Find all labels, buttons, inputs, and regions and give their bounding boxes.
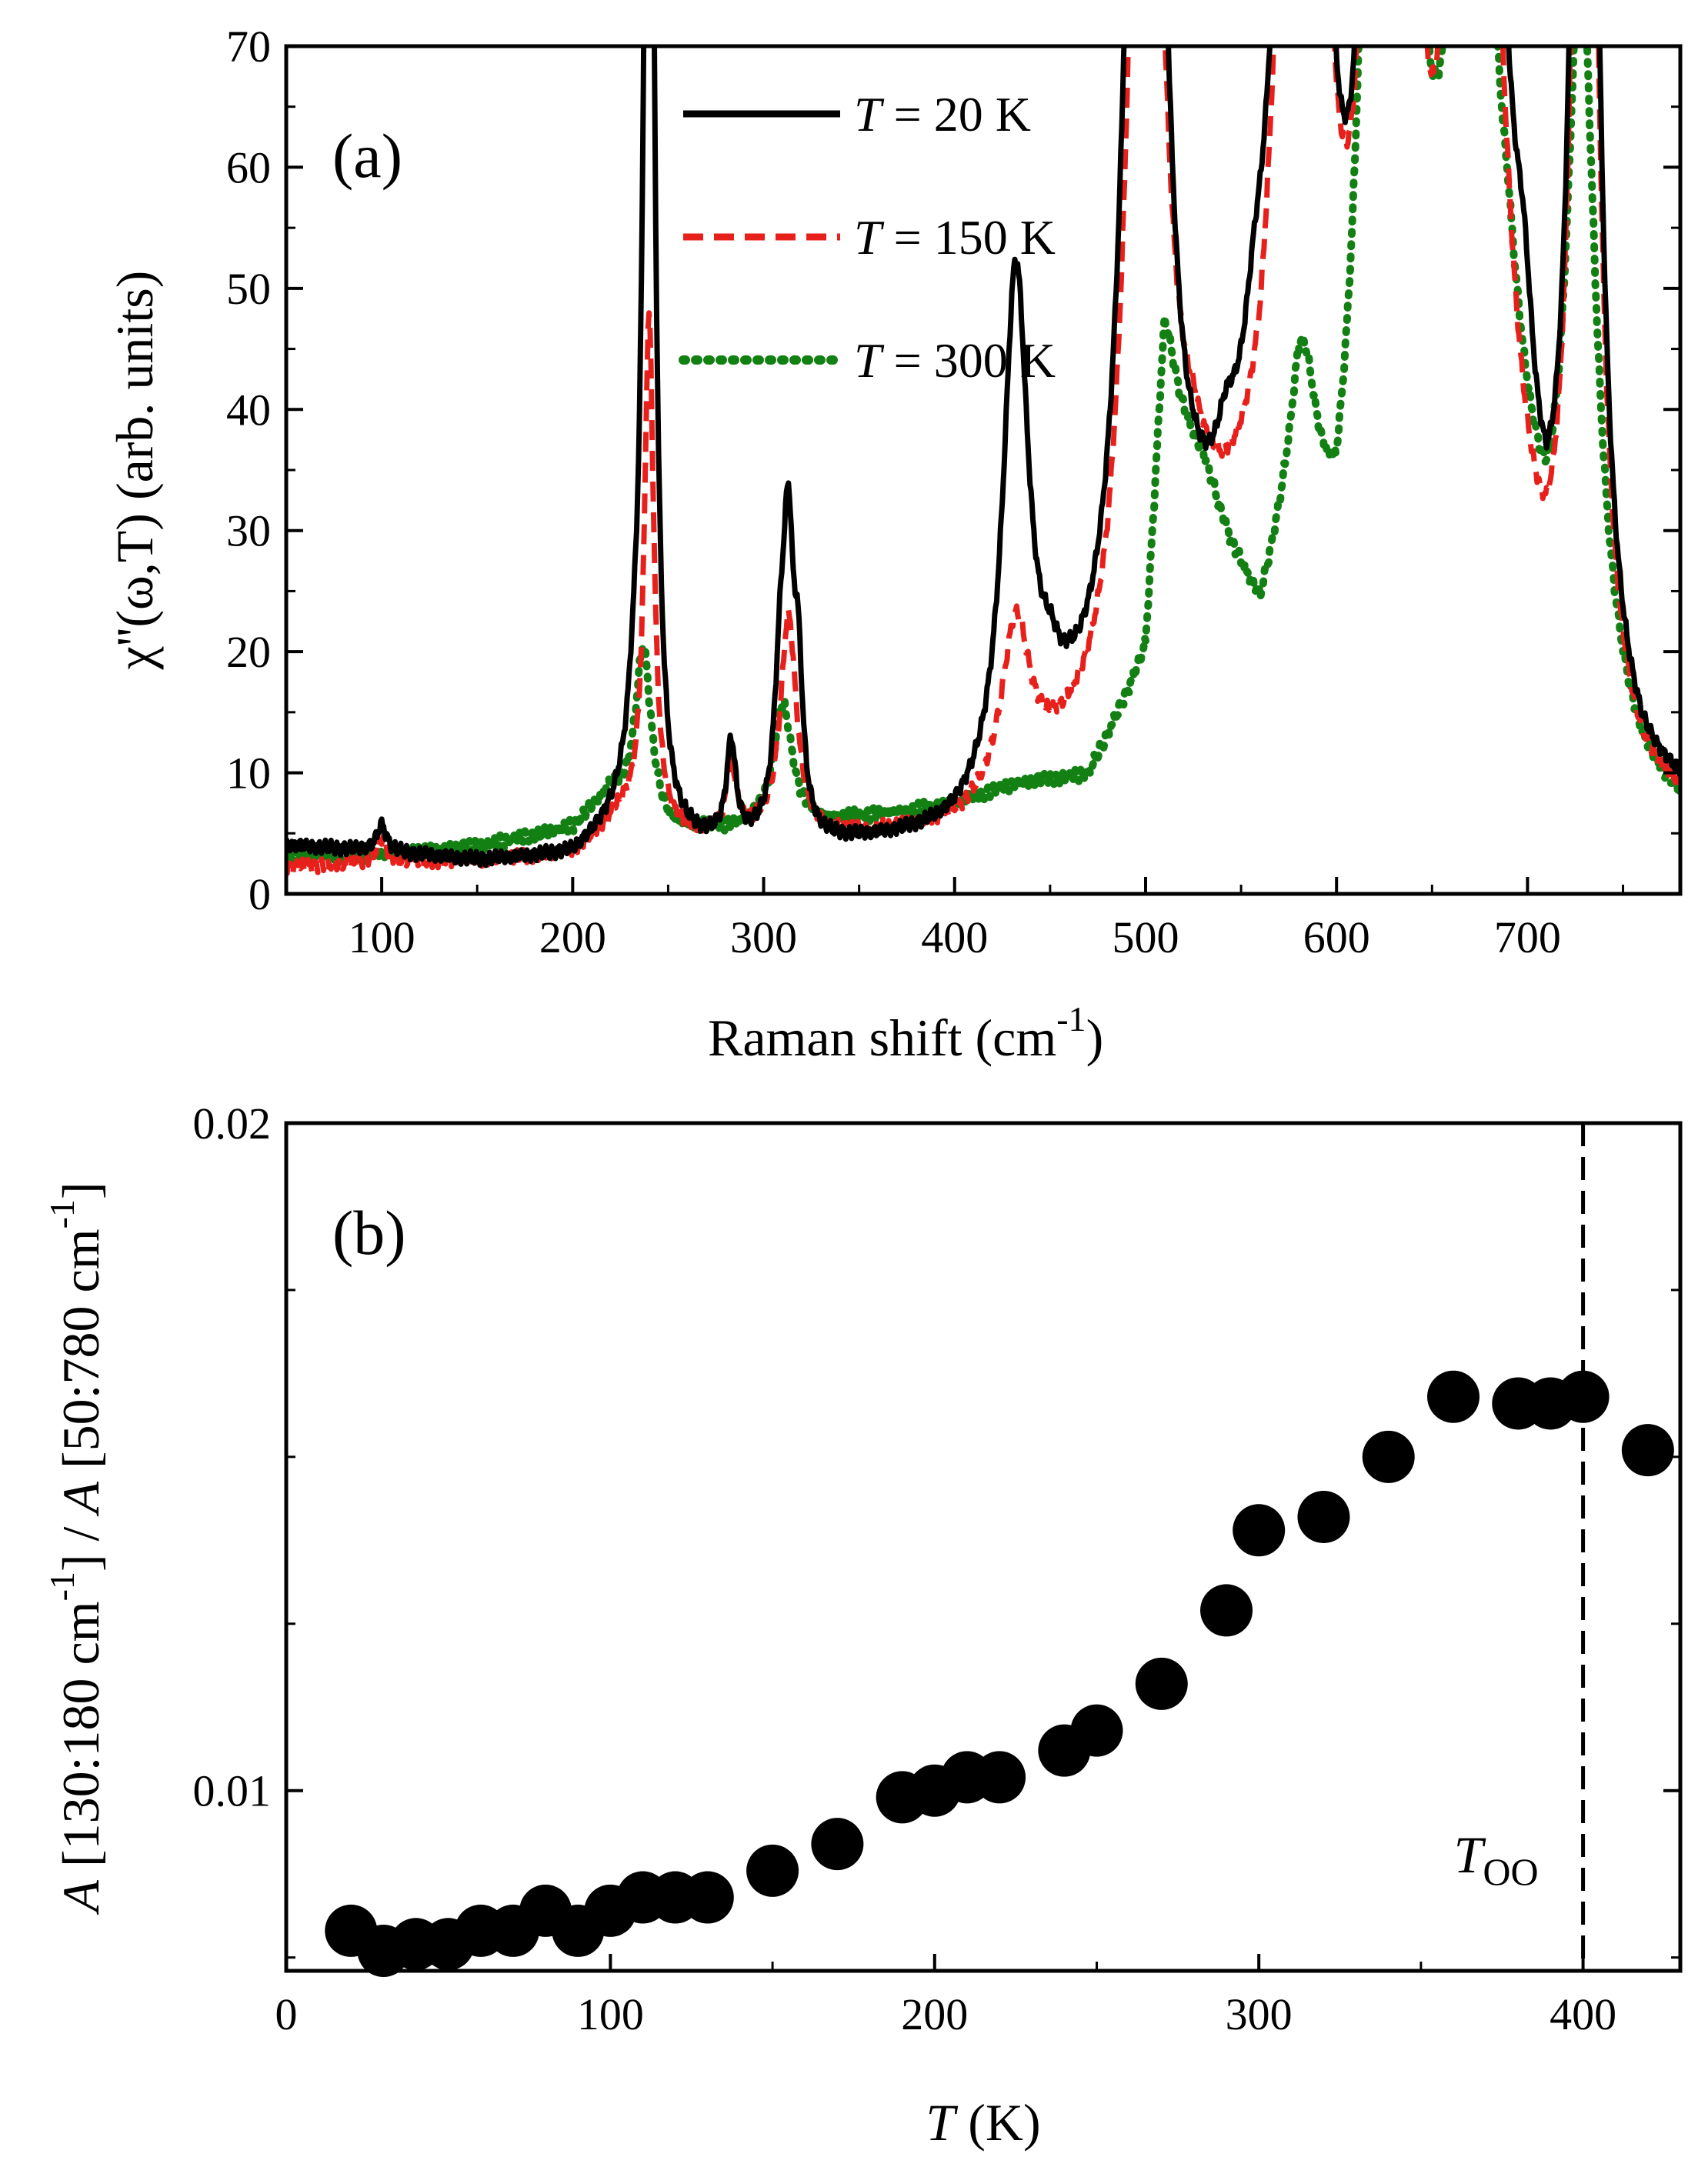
- a-x-tick-label: 300: [730, 912, 797, 962]
- data-point: [1200, 1584, 1253, 1637]
- panel-b-y-a1: A: [52, 1880, 110, 1915]
- too-label-t: T: [1454, 1825, 1486, 1884]
- data-point: [1297, 1490, 1350, 1543]
- too-label: TOO: [1454, 1825, 1539, 1893]
- legend-label-3: T = 300 K: [854, 333, 1056, 388]
- a-y-tick-label: 0: [249, 869, 271, 919]
- data-point: [746, 1844, 799, 1897]
- panel-b-y-mid3: [50:780 cm: [52, 1229, 110, 1482]
- data-point: [811, 1818, 864, 1871]
- a-x-tick-label: 100: [349, 912, 415, 962]
- data-point: [1070, 1704, 1123, 1757]
- data-point: [1233, 1504, 1286, 1557]
- panel-a-x-axis-title: Raman shift (cm-1): [708, 999, 1103, 1067]
- too-label-sub: OO: [1483, 1850, 1538, 1893]
- panel-b-x-axis-title: T (K): [926, 2093, 1040, 2152]
- panel-a-x-ticks: 100 200 300 400 500 600 700: [285, 877, 1625, 962]
- panel-b-x-ticks: 0 100 200 300 400: [275, 1954, 1616, 2039]
- panel-b-y-mid1: [130:180 cm: [52, 1601, 110, 1880]
- a-y-tick-label: 70: [226, 22, 271, 72]
- panel-a-legend: T = 20 K T = 150 K T = 300 K: [679, 87, 1056, 388]
- panel-b-y-mid2: ] /: [52, 1514, 110, 1572]
- panel-b-markers: [325, 1370, 1674, 1977]
- data-point: [1427, 1370, 1480, 1423]
- a-x-tick-label: 600: [1303, 912, 1370, 962]
- panel-b-y-a2: A: [52, 1482, 110, 1517]
- data-point: [1362, 1430, 1415, 1483]
- panel-b-label: (b): [332, 1198, 406, 1268]
- data-point: [1135, 1657, 1188, 1710]
- panel-b-y-end: ]: [52, 1182, 110, 1199]
- panel-a-x-title-sup: -1: [1056, 999, 1086, 1038]
- data-point: [681, 1871, 734, 1924]
- b-y-tick-label: 0.01: [193, 1766, 272, 1816]
- a-x-tick-label: 500: [1112, 912, 1179, 962]
- b-y-tick-label: 0.02: [193, 1099, 272, 1149]
- a-x-tick-label: 700: [1494, 912, 1561, 962]
- a-x-tick-label: 400: [921, 912, 988, 962]
- legend-label-2: T = 150 K: [854, 210, 1056, 265]
- b-x-tick-label: 200: [901, 1989, 968, 2039]
- data-point: [1621, 1424, 1674, 1477]
- a-x-tick-label: 200: [539, 912, 606, 962]
- panel-a-curves: [286, 46, 1680, 876]
- data-point: [973, 1751, 1026, 1804]
- panel-b-y-sup1: -1: [42, 1572, 82, 1601]
- b-x-tick-label: 100: [577, 1989, 644, 2039]
- panel-b-x-title-t: T: [926, 2093, 958, 2152]
- legend-label-1: T = 20 K: [854, 87, 1031, 142]
- panel-b-frame: [284, 1121, 1683, 1973]
- panel-a-label: (a): [332, 121, 402, 191]
- panel-a-x-title-close: ): [1086, 1008, 1104, 1067]
- b-x-tick-label: 300: [1226, 1989, 1293, 2039]
- b-x-tick-label: 0: [275, 1989, 298, 2039]
- panel-b: 0 100 200 300 400 0.010.02 TOO (b) T (K) A […: [42, 1099, 1683, 2152]
- panel-a-frame: [284, 44, 1683, 896]
- a-y-tick-label: 60: [226, 142, 271, 192]
- b-x-tick-label: 400: [1550, 1989, 1616, 2039]
- series-line-3: [286, 46, 1680, 868]
- panel-a-y-axis-title: χ''(ω,T) (arb. units): [105, 271, 164, 671]
- series-line-1: [286, 46, 1680, 868]
- a-y-tick-label: 10: [226, 748, 271, 798]
- panel-b-y-sup2: -1: [42, 1199, 82, 1229]
- a-y-tick-label: 40: [226, 385, 271, 435]
- panel-a-x-title-main: Raman shift (cm: [708, 1008, 1056, 1067]
- a-y-tick-label: 20: [226, 627, 271, 677]
- a-y-tick-label: 50: [226, 264, 271, 314]
- panel-b-y-axis-title: A [130:180 cm-1] / A [50:780 cm-1]: [42, 1182, 110, 1915]
- a-y-tick-label: 30: [226, 506, 271, 556]
- panel-a-y-ticks: 0 10 20 30 40 50 60 70: [226, 22, 1680, 919]
- panel-b-y-ticks: 0.01 0.02: [193, 1099, 1680, 1959]
- panel-b-x-title-rest: (K): [955, 2093, 1040, 2152]
- panel-a: 100 200 300 400 500 600 700 0 10 20 30 40 50 60 70 (a…: [105, 22, 1683, 1067]
